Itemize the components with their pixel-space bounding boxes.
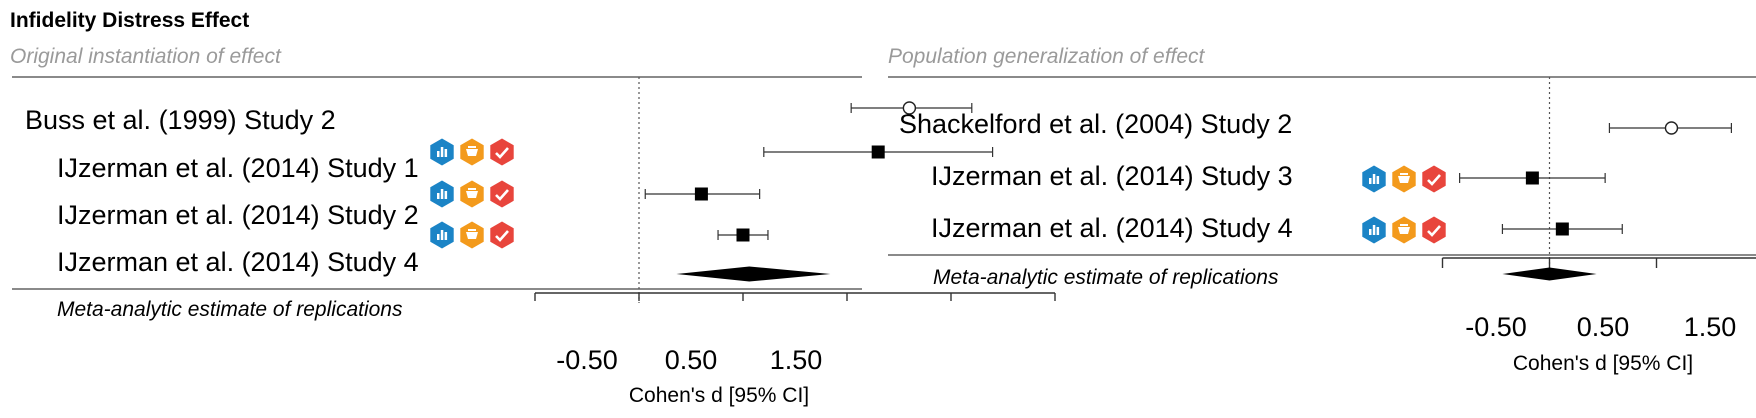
badge-glyph-cap	[1398, 227, 1410, 234]
badge-glyph-cap-top	[468, 188, 476, 190]
badge-glyph-cap-top	[1400, 224, 1408, 226]
badge-glyph-check	[495, 230, 509, 242]
badge-glyph-bar	[1372, 225, 1376, 235]
original-study-label: Buss et al. (1999) Study 2	[25, 105, 336, 135]
badge-glyph-bar	[440, 230, 444, 240]
checkmark-icon	[490, 221, 514, 249]
checkmark-icon	[490, 138, 514, 166]
badge-glyph-bar	[1369, 229, 1372, 235]
original-study-label: Shackelford et al. (2004) Study 2	[899, 109, 1292, 139]
replication-label: IJzerman et al. (2014) Study 4	[931, 213, 1293, 243]
x-axis-title: Cohen's d [95% CI]	[1513, 352, 1693, 375]
checkmark-icon	[1422, 216, 1446, 244]
x-axis-title: Cohen's d [95% CI]	[629, 384, 809, 407]
x-tick-label: -0.50	[556, 345, 618, 375]
replication-label: IJzerman et al. (2014) Study 2	[57, 200, 419, 230]
replication-badges	[1362, 165, 1446, 244]
replication-estimate-point	[694, 187, 708, 201]
badge-glyph-bar	[1376, 227, 1380, 235]
bar-chart-icon	[430, 180, 454, 208]
graduation-cap-icon	[460, 138, 484, 166]
replication-label: IJzerman et al. (2014) Study 1	[57, 153, 419, 183]
badge-hexagon	[1422, 216, 1446, 244]
replication-estimate-point	[1555, 222, 1569, 236]
badge-glyph-cap-top	[468, 146, 476, 148]
panel-subtitle: Population generalization of effect	[888, 45, 1206, 68]
x-tick-label: 1.50	[770, 345, 823, 375]
badge-glyph-bar	[440, 147, 444, 157]
graduation-cap-icon	[460, 180, 484, 208]
meta-analytic-label: Meta-analytic estimate of replications	[933, 266, 1279, 289]
badge-hexagon	[490, 180, 514, 208]
checkmark-icon	[490, 180, 514, 208]
replication-estimate-point	[871, 145, 885, 159]
x-tick-label: -0.50	[1465, 312, 1527, 342]
replication-badges	[430, 138, 514, 249]
badge-glyph-check	[1427, 174, 1441, 186]
replication-label: IJzerman et al. (2014) Study 3	[931, 161, 1293, 191]
meta-analytic-diamond	[1502, 267, 1597, 281]
badge-glyph-bar	[1372, 174, 1376, 184]
x-tick-label: 0.50	[665, 345, 718, 375]
bar-chart-icon	[430, 138, 454, 166]
x-tick-label: 1.50	[1684, 312, 1737, 342]
badge-glyph-cap	[466, 232, 478, 239]
checkmark-icon	[1422, 165, 1446, 193]
figure-title: Infidelity Distress Effect	[10, 9, 249, 32]
meta-analytic-diamond	[676, 266, 831, 282]
bar-chart-icon	[430, 221, 454, 249]
x-tick-label: 0.50	[1577, 312, 1630, 342]
badge-glyph-cap-top	[468, 229, 476, 231]
graduation-cap-icon	[460, 221, 484, 249]
badge-glyph-check	[1427, 225, 1441, 237]
plot-area	[1441, 77, 1756, 281]
original-estimate-point	[902, 101, 917, 115]
badge-glyph-bar	[444, 232, 448, 240]
badge-glyph-check	[495, 147, 509, 159]
badge-glyph-bar	[444, 191, 448, 199]
badge-glyph-cap	[466, 191, 478, 198]
plot-area	[534, 77, 1056, 303]
badge-hexagon	[490, 221, 514, 249]
badge-hexagon	[1422, 165, 1446, 193]
meta-analytic-label: Meta-analytic estimate of replications	[57, 298, 403, 321]
badge-glyph-bar	[440, 189, 444, 199]
panel-subtitle: Original instantiation of effect	[10, 45, 282, 68]
replication-estimate-point	[1525, 171, 1539, 185]
badge-glyph-bar	[444, 149, 448, 157]
bar-chart-icon	[1362, 216, 1386, 244]
replication-estimate-point	[736, 228, 750, 242]
badge-glyph-cap	[466, 149, 478, 156]
badge-glyph-bar	[437, 151, 440, 157]
bar-chart-icon	[1362, 165, 1386, 193]
replication-label: IJzerman et al. (2014) Study 4	[57, 247, 419, 277]
graduation-cap-icon	[1392, 216, 1416, 244]
badge-glyph-check	[495, 189, 509, 201]
panel-original-instantiation: Original instantiation of effect Buss et…	[10, 45, 1056, 407]
badge-glyph-cap	[1398, 176, 1410, 183]
badge-glyph-bar	[437, 193, 440, 199]
graduation-cap-icon	[1392, 165, 1416, 193]
badge-glyph-bar	[1376, 176, 1380, 184]
panel-population-generalization: Population generalization of effect Shac…	[888, 45, 1756, 375]
badge-glyph-bar	[1369, 178, 1372, 184]
original-estimate-point	[1664, 121, 1679, 135]
badge-hexagon	[490, 138, 514, 166]
badge-glyph-bar	[437, 234, 440, 240]
badge-glyph-cap-top	[1400, 173, 1408, 175]
